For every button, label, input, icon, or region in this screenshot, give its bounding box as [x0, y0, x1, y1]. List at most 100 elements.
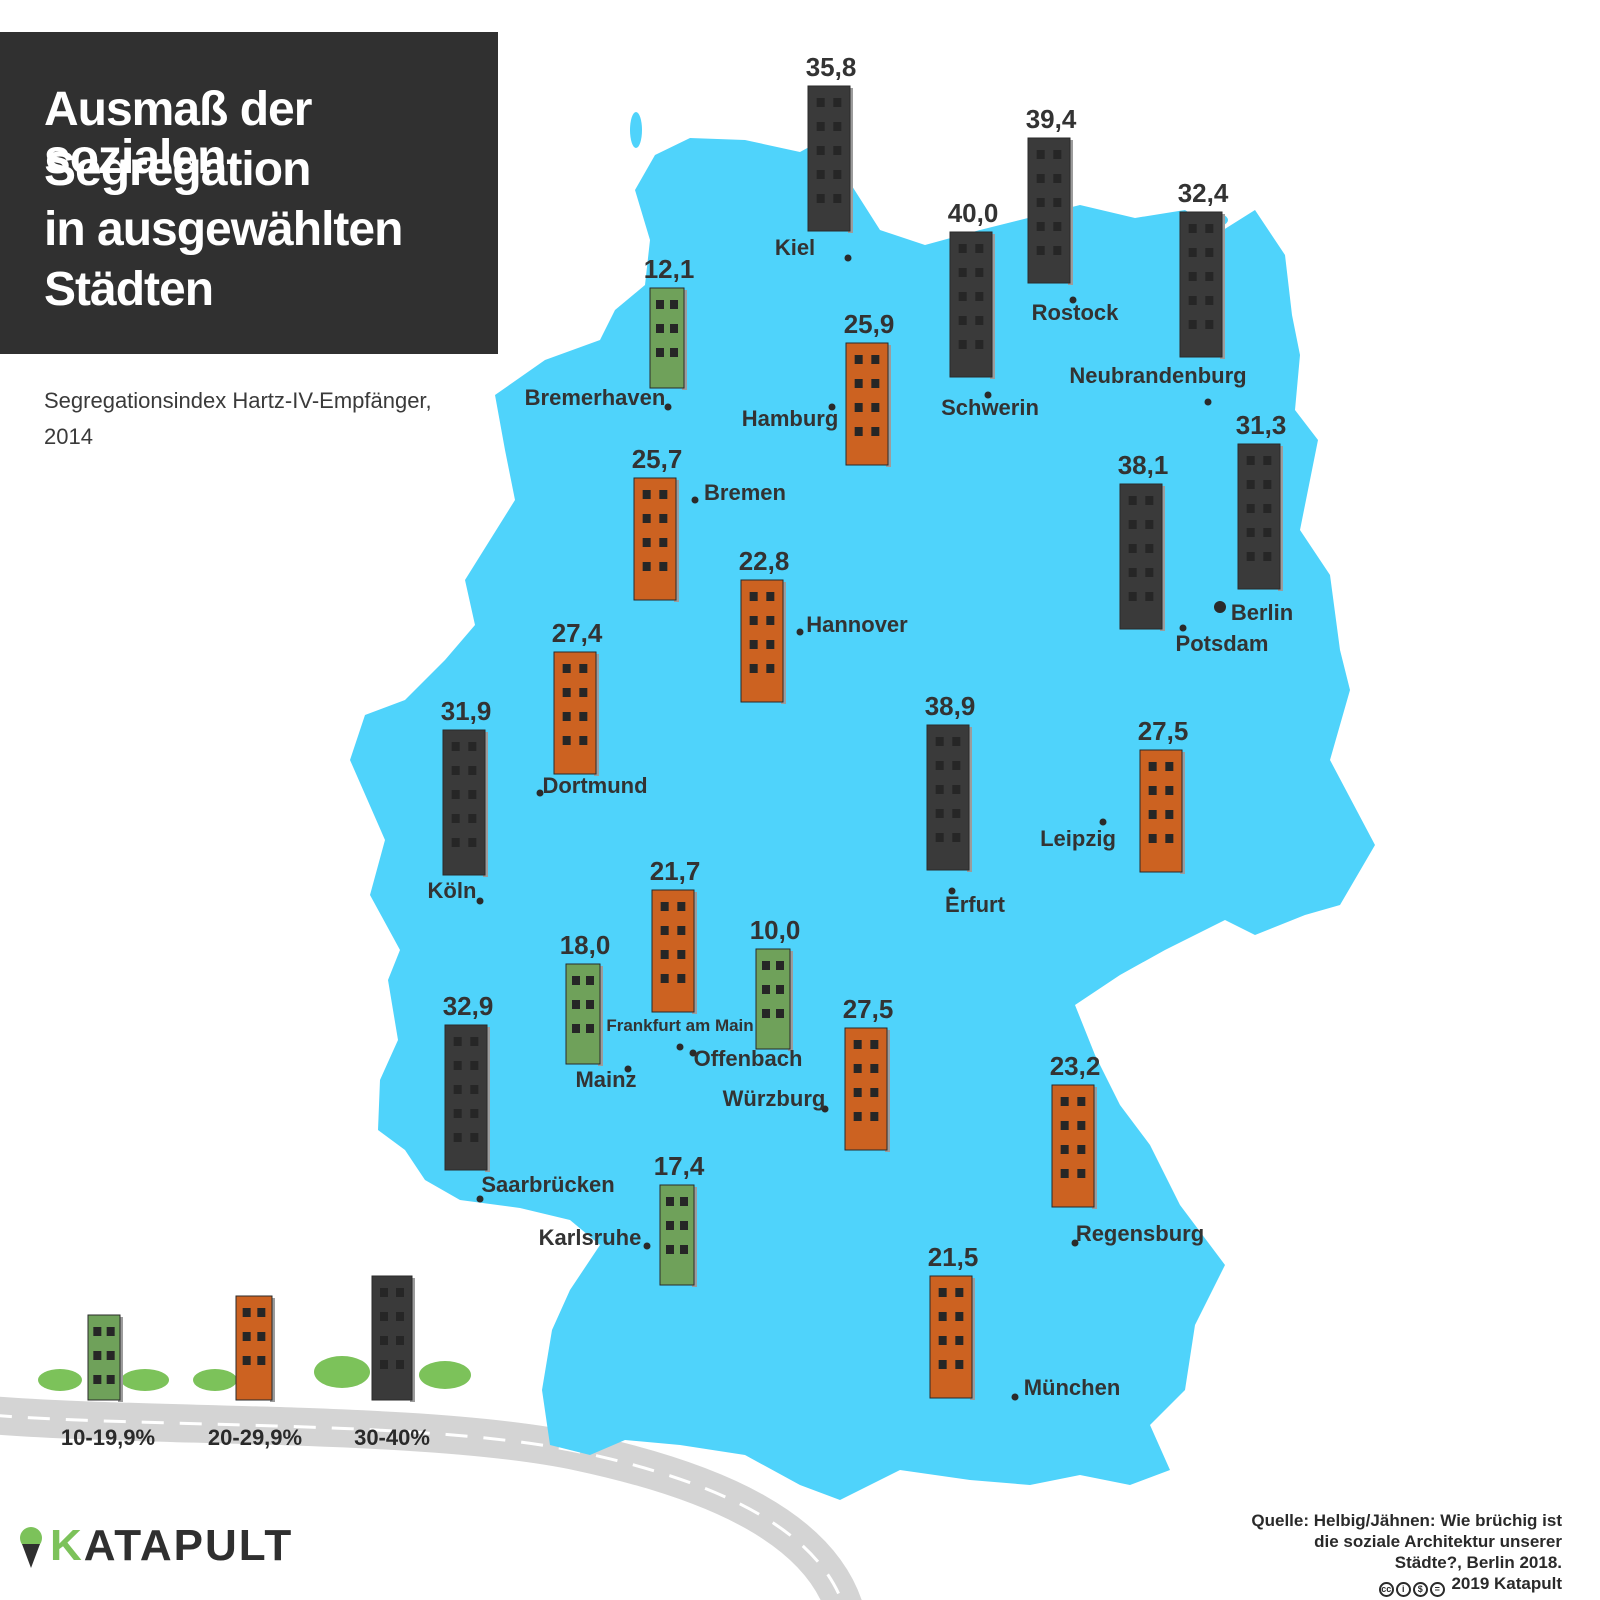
- window: [1053, 198, 1062, 207]
- window: [242, 1332, 251, 1341]
- window: [776, 985, 784, 994]
- window: [833, 194, 842, 203]
- window: [680, 1221, 688, 1230]
- window: [1246, 504, 1255, 513]
- window: [677, 926, 686, 935]
- window: [776, 961, 784, 970]
- window: [1060, 1145, 1069, 1154]
- window: [1165, 762, 1174, 771]
- source-line-2: die soziale Architektur unserer: [1314, 1532, 1562, 1551]
- window: [1145, 544, 1154, 553]
- window: [762, 961, 770, 970]
- building-dortmund: [553, 651, 599, 776]
- title-box: Ausmaß der sozialen Segregation in ausge…: [0, 32, 498, 354]
- window: [871, 355, 880, 364]
- nc-icon: $: [1412, 1582, 1428, 1597]
- window: [468, 838, 477, 847]
- window: [1263, 504, 1272, 513]
- window: [854, 427, 863, 436]
- window: [975, 340, 984, 349]
- window: [853, 1112, 862, 1121]
- city-name-frankfurt-am-main: Frankfurt am Main: [606, 1016, 753, 1035]
- window: [854, 355, 863, 364]
- window: [1053, 222, 1062, 231]
- window: [93, 1327, 102, 1336]
- city-name-neubrandenburg: Neubrandenburg: [1069, 363, 1246, 388]
- city-dot-dortmund: [536, 789, 544, 797]
- window: [453, 1037, 462, 1046]
- window: [677, 950, 686, 959]
- building-regensburg: [1051, 1084, 1097, 1209]
- window: [816, 194, 825, 203]
- building-schwerin: [949, 231, 995, 379]
- building-offenbach: [755, 948, 793, 1051]
- city-name-mainz: Mainz: [575, 1067, 636, 1092]
- value-label-mainz: 18,0: [560, 930, 611, 960]
- building-erfurt: [926, 724, 972, 872]
- window: [1188, 272, 1197, 281]
- window: [1077, 1097, 1086, 1106]
- window: [1263, 456, 1272, 465]
- value-label-offenbach: 10,0: [750, 915, 801, 945]
- window: [451, 790, 460, 799]
- city-dot-bremen: [691, 496, 699, 504]
- window: [762, 985, 770, 994]
- cc-icon: cc: [1378, 1582, 1394, 1597]
- legend-label-high: 30-40%: [354, 1425, 430, 1450]
- window: [853, 1064, 862, 1073]
- window: [656, 300, 664, 309]
- window: [1246, 528, 1255, 537]
- city-dot-leipzig: [1099, 818, 1107, 826]
- city-dot-mainz: [624, 1065, 632, 1073]
- window: [642, 562, 651, 571]
- window: [670, 300, 678, 309]
- window: [1053, 174, 1062, 183]
- window: [749, 640, 758, 649]
- building-wuerzburg: [844, 1027, 890, 1152]
- window: [677, 902, 686, 911]
- window: [952, 809, 961, 818]
- germany-shape: [350, 138, 1375, 1500]
- window: [1263, 480, 1272, 489]
- window: [749, 592, 758, 601]
- window: [562, 664, 571, 673]
- window: [955, 1360, 964, 1369]
- window: [470, 1085, 479, 1094]
- building-bremerhaven: [649, 287, 687, 390]
- window: [1053, 150, 1062, 159]
- window: [766, 664, 775, 673]
- value-label-muenchen: 21,5: [928, 1242, 979, 1272]
- window: [870, 1040, 879, 1049]
- city-name-bremen: Bremen: [704, 480, 786, 505]
- city-dot-koeln: [476, 897, 484, 905]
- window: [1036, 150, 1045, 159]
- city-dot-kiel: [844, 254, 852, 262]
- window: [955, 1312, 964, 1321]
- window: [853, 1040, 862, 1049]
- legend: 10-19,9% 20-29,9% 30-40%: [61, 1275, 430, 1450]
- window: [1060, 1169, 1069, 1178]
- title-line-2: Segregation: [44, 143, 311, 196]
- window: [749, 616, 758, 625]
- island: [630, 112, 642, 148]
- city-name-potsdam: Potsdam: [1176, 631, 1269, 656]
- city-name-hannover: Hannover: [806, 612, 908, 637]
- building-rostock: [1027, 137, 1073, 285]
- window: [670, 324, 678, 333]
- city-name-dortmund: Dortmund: [542, 773, 647, 798]
- window: [451, 814, 460, 823]
- window: [1036, 246, 1045, 255]
- window: [666, 1197, 674, 1206]
- value-label-schwerin: 40,0: [948, 198, 999, 228]
- building-kiel: [807, 85, 853, 233]
- city-dot-regensburg: [1071, 1239, 1079, 1247]
- window: [854, 403, 863, 412]
- window: [396, 1312, 404, 1321]
- window: [642, 538, 651, 547]
- window: [854, 379, 863, 388]
- window: [1188, 320, 1197, 329]
- value-label-dortmund: 27,4: [552, 618, 603, 648]
- window: [958, 340, 967, 349]
- city-dot-muenchen: [1011, 1393, 1019, 1401]
